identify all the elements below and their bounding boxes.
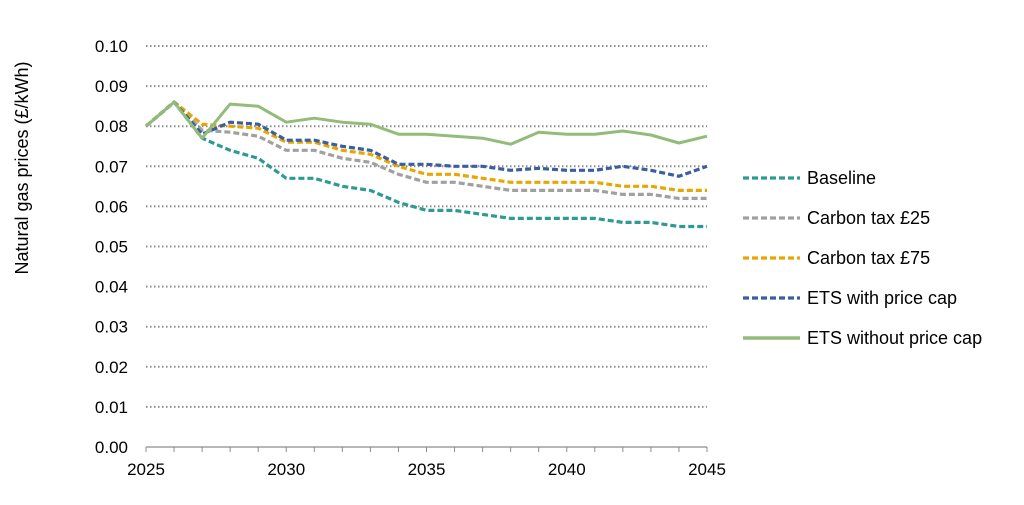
y-tick-label: 0.10 xyxy=(95,37,128,56)
y-tick-label: 0.01 xyxy=(95,398,128,417)
y-tick-label: 0.04 xyxy=(95,278,128,297)
y-tick-label: 0.08 xyxy=(95,117,128,136)
x-tick-label: 2030 xyxy=(267,460,305,479)
x-tick-label: 2045 xyxy=(688,460,726,479)
y-tick-label: 0.06 xyxy=(95,197,128,216)
y-tick-label: 0.02 xyxy=(95,358,128,377)
series-lines xyxy=(144,100,708,229)
legend-label-1: Baseline xyxy=(807,168,876,188)
y-tick-label: 0.03 xyxy=(95,318,128,337)
x-tick-label: 2025 xyxy=(127,460,165,479)
series-line-2 xyxy=(144,100,707,200)
y-tick-label: 0.09 xyxy=(95,77,128,96)
series-line-5 xyxy=(145,100,708,146)
axes: 0.00 0.01 0.02 0.03 0.04 0.05 0.06 0.07 0.08 0.09… xyxy=(95,37,726,479)
legend-label-3: Carbon tax £75 xyxy=(807,248,930,268)
legend: Baseline Carbon tax £25 Carbon tax £75 ETS … xyxy=(743,168,982,348)
y-tick-label: 0.07 xyxy=(95,157,128,176)
x-tick-label: 2035 xyxy=(408,460,446,479)
series-line-3 xyxy=(144,100,707,192)
series-line-1 xyxy=(144,100,707,229)
series-line-4 xyxy=(144,100,708,178)
legend-label-4: ETS with price cap xyxy=(807,288,957,308)
y-axis-title: Natural gas prices (£/kWh) xyxy=(12,61,32,274)
x-tick-label: 2040 xyxy=(548,460,586,479)
y-tick-label: 0.05 xyxy=(95,238,128,257)
legend-label-2: Carbon tax £25 xyxy=(807,208,930,228)
legend-label-5: ETS without price cap xyxy=(807,328,982,348)
y-tick-label: 0.00 xyxy=(95,438,128,457)
gridlines xyxy=(146,45,707,408)
